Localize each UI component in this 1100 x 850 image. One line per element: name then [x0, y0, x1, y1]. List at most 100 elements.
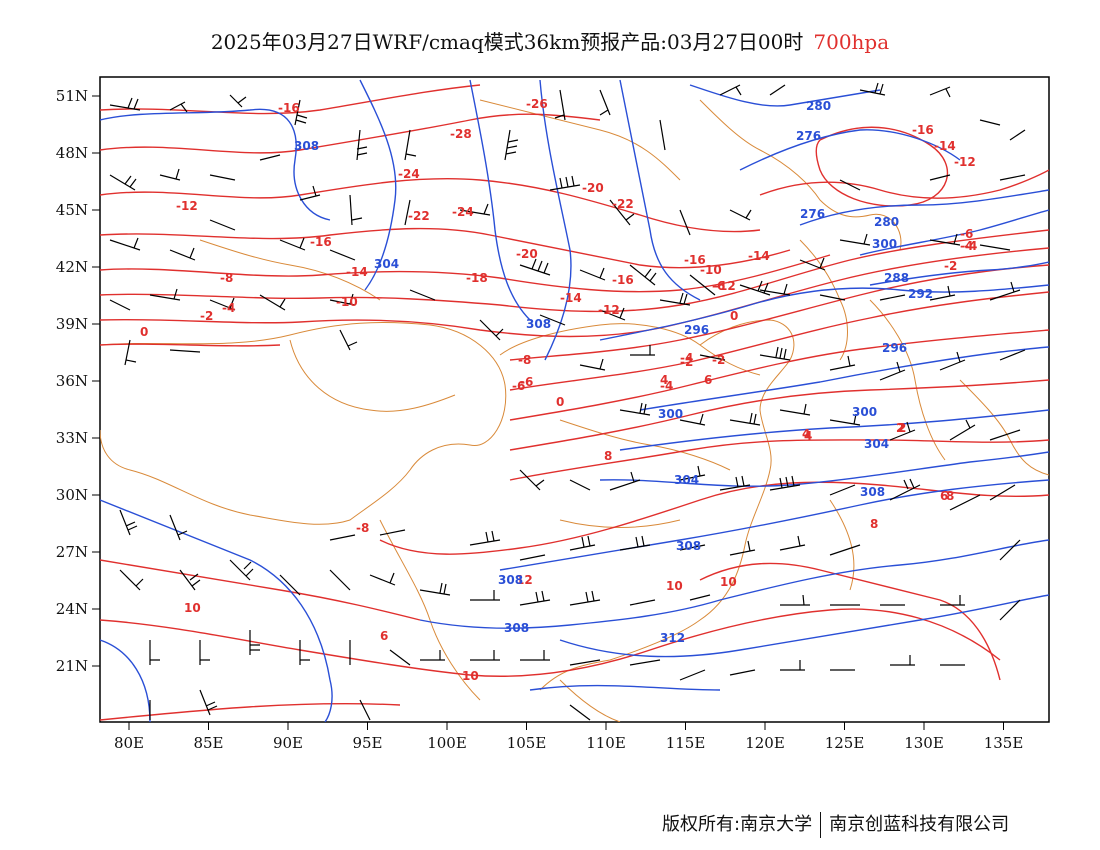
- height-label: 300: [658, 407, 683, 421]
- credit-owner-2: 南京创蓝科技有限公司: [829, 814, 1010, 835]
- temp-label: -24: [398, 167, 420, 181]
- temp-label: -12: [954, 155, 976, 169]
- height-label: 288: [884, 271, 909, 285]
- height-label: 300: [872, 237, 897, 251]
- temp-label: -2: [944, 259, 957, 273]
- temp-label: -10: [336, 295, 358, 309]
- lon-tick-label: 80E: [114, 734, 144, 752]
- wind-barbs: [109, 82, 1026, 721]
- temp-label: 4: [802, 427, 810, 441]
- temp-label: -4: [660, 379, 673, 393]
- height-label: 280: [806, 99, 831, 113]
- temp-label: -16: [310, 235, 332, 249]
- lat-tick-label: 36N: [56, 372, 88, 390]
- temp-label: 4: [804, 429, 812, 443]
- temp-label: -12: [598, 303, 620, 317]
- temp-label: -16: [612, 273, 634, 287]
- lon-tick-label: 135E: [984, 734, 1024, 752]
- temp-label: 8: [870, 517, 878, 531]
- lon-tick-label: 120E: [745, 734, 785, 752]
- lat-tick-label: 27N: [56, 543, 88, 561]
- temp-label: -8: [356, 521, 369, 535]
- temp-label: -6: [960, 227, 973, 241]
- lat-tick-label: 39N: [56, 315, 88, 333]
- temp-label: 10: [184, 601, 201, 615]
- temp-label: -16: [912, 123, 934, 137]
- lat-tick-label: 21N: [56, 657, 88, 675]
- height-label: 304: [674, 473, 699, 487]
- height-label: 296: [684, 323, 709, 337]
- credit-separator: [820, 812, 822, 838]
- temp-label: -14: [346, 265, 368, 279]
- temp-label: -6: [512, 379, 525, 393]
- lat-tick-label: 30N: [56, 486, 88, 504]
- lat-tick-label: 48N: [56, 144, 88, 162]
- height-contours: [100, 79, 1049, 722]
- temp-label: -4: [222, 301, 235, 315]
- lon-tick-label: 130E: [904, 734, 944, 752]
- height-label: 308: [526, 317, 551, 331]
- lon-tick-label: 95E: [352, 734, 382, 752]
- height-label: 308: [498, 573, 523, 587]
- lon-tick-label: 115E: [666, 734, 706, 752]
- lat-tick-label: 33N: [56, 429, 88, 447]
- height-label: 308: [294, 139, 319, 153]
- height-label: 280: [874, 215, 899, 229]
- height-label: 304: [374, 257, 399, 271]
- temp-label: -12: [176, 199, 198, 213]
- temp-label: 2: [898, 421, 906, 435]
- longitude-labels: 80E 85E 90E 95E 100E 105E 110E 115E 120E 125E 130E…: [114, 734, 1023, 752]
- temp-label: -8: [518, 353, 531, 367]
- height-label: 276: [800, 207, 825, 221]
- temp-label: -22: [408, 209, 430, 223]
- height-label: 296: [882, 341, 907, 355]
- temp-label: -6: [520, 375, 533, 389]
- height-label: 308: [504, 621, 529, 635]
- temp-label: 2: [896, 421, 904, 435]
- temp-label: 8: [604, 449, 612, 463]
- lon-tick-label: 90E: [273, 734, 303, 752]
- height-label: 300: [852, 405, 877, 419]
- temp-label: -18: [466, 271, 488, 285]
- height-label: 292: [908, 287, 933, 301]
- temp-label: -4: [964, 239, 977, 253]
- temp-label: 4: [660, 373, 668, 387]
- axis-ticks: [92, 95, 1004, 730]
- lat-tick-label: 45N: [56, 201, 88, 219]
- temp-label: -4: [960, 239, 973, 253]
- temp-label: 10: [720, 575, 737, 589]
- temp-label: -28: [450, 127, 472, 141]
- temp-label: 0: [730, 309, 738, 323]
- temp-label: -6: [712, 279, 725, 293]
- temp-label: -22: [612, 197, 634, 211]
- height-label: 308: [676, 539, 701, 553]
- temp-label: -2: [200, 309, 213, 323]
- temp-label: -16: [278, 101, 300, 115]
- lon-tick-label: 125E: [825, 734, 865, 752]
- map-title: 2025年03月27日WRF/cmaq模式36km预报产品:03月27日00时 7…: [0, 26, 1100, 55]
- temp-label: 0: [140, 325, 148, 339]
- temp-label: -20: [516, 247, 538, 261]
- temp-label: 6: [704, 373, 712, 387]
- copyright-credit: 版权所有:南京大学 南京创蓝科技有限公司: [662, 810, 1009, 838]
- map-frame: [99, 76, 1050, 723]
- temp-label: -10: [700, 263, 722, 277]
- temp-label: -2: [680, 355, 693, 369]
- lat-tick-label: 51N: [56, 87, 88, 105]
- height-labels: 280 276 276 280 288 292 296 296 300 300 …: [294, 99, 933, 645]
- lat-tick-label: 42N: [56, 258, 88, 276]
- temp-label: -26: [526, 97, 548, 111]
- temp-label: -14: [560, 291, 582, 305]
- height-label: 308: [860, 485, 885, 499]
- temp-label: -24: [452, 205, 474, 219]
- temp-label: -8: [220, 271, 233, 285]
- title-text: 2025年03月27日WRF/cmaq模式36km预报产品:03月27日00时: [210, 30, 804, 54]
- lon-tick-label: 110E: [586, 734, 626, 752]
- temp-label: 6: [380, 629, 388, 643]
- temp-label: 0: [556, 395, 564, 409]
- temp-label: -20: [582, 181, 604, 195]
- temperature-labels: -16 -26 -28 -24 -22 -24 -20 -22 -20 -18 …: [140, 97, 977, 683]
- temp-label: 12: [516, 573, 533, 587]
- lon-tick-label: 105E: [507, 734, 547, 752]
